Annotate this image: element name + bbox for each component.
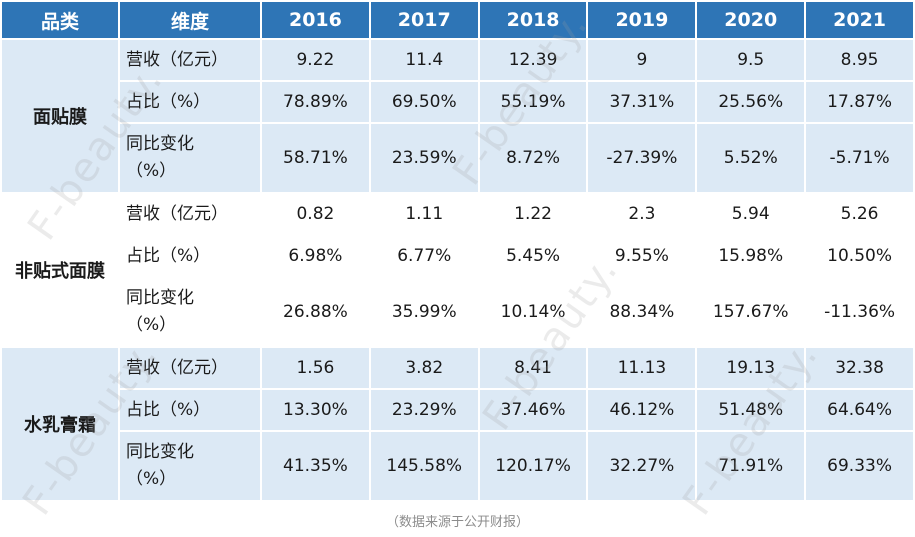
- value-cell: 23.59%: [368, 122, 480, 194]
- value-cell: 58.71%: [260, 122, 371, 194]
- value-cell: 3.82: [368, 346, 480, 390]
- value-cell: 145.58%: [368, 430, 480, 502]
- value-cell: 15.98%: [695, 234, 807, 278]
- value-cell: 37.31%: [586, 80, 698, 124]
- value-cell: 37.46%: [477, 388, 589, 432]
- header-cell-2016: 2016: [260, 0, 371, 40]
- value-cell: 51.48%: [695, 388, 807, 432]
- value-cell: 71.91%: [695, 430, 807, 502]
- table-row: 面贴膜 营收（亿元） 9.22 11.4 12.39 9 9.5 8.95: [0, 38, 915, 194]
- value-cell: 5.52%: [695, 122, 807, 194]
- dimension-cell: 同比变化 （%）: [118, 276, 262, 348]
- value-cell: 25.56%: [695, 80, 807, 124]
- value-cell: 9.5: [695, 38, 807, 82]
- header-cell-category: 品类: [0, 0, 120, 40]
- value-cell: 10.14%: [477, 276, 589, 348]
- value-cell: 6.98%: [260, 234, 371, 278]
- header-cell-2018: 2018: [477, 0, 589, 40]
- value-cell: -27.39%: [586, 122, 698, 194]
- value-cell: -5.71%: [804, 122, 915, 194]
- category-cell: 非贴式面膜: [0, 192, 120, 348]
- value-cell: 17.87%: [804, 80, 915, 124]
- value-cell: 11.13: [586, 346, 698, 390]
- data-source-note: （数据来源于公开财报）: [385, 515, 529, 530]
- dimension-cell: 占比（%）: [118, 234, 262, 278]
- table-row: 同比变化 （%） 41.35% 145.58% 120.17% 32.27% 71.91%…: [1, 430, 915, 502]
- value-cell: 46.12%: [586, 388, 698, 432]
- value-cell: 32.27%: [586, 430, 698, 502]
- value-cell: 78.89%: [260, 80, 371, 124]
- value-cell: 8.41: [477, 346, 589, 390]
- value-cell: 6.77%: [368, 234, 480, 278]
- dimension-cell: 占比（%）: [118, 388, 262, 432]
- dimension-cell: 营收（亿元）: [118, 38, 262, 82]
- table-row: 占比（%） 6.98% 6.77% 5.45% 9.55% 15.98% 10.50%: [1, 234, 915, 278]
- table-row: 非贴式面膜 营收（亿元） 0.82 1.11 1.22 2.3 5.94 5.26: [0, 192, 915, 348]
- category-cell: 水乳膏霜: [0, 346, 120, 502]
- value-cell: 35.99%: [368, 276, 480, 348]
- value-cell: 0.82: [260, 192, 371, 236]
- value-cell: 5.45%: [477, 234, 589, 278]
- value-cell: 69.50%: [368, 80, 480, 124]
- value-cell: 32.38: [804, 346, 915, 390]
- value-cell: 8.95: [804, 38, 915, 82]
- value-cell: 5.26: [804, 192, 915, 236]
- value-cell: 13.30%: [260, 388, 371, 432]
- dimension-cell: 营收（亿元）: [118, 192, 262, 236]
- value-cell: 55.19%: [477, 80, 589, 124]
- table-body: 面贴膜 营收（亿元） 9.22 11.4 12.39 9 9.5 8.95 占比（%） 78.89…: [0, 38, 915, 502]
- value-cell: 1.22: [477, 192, 589, 236]
- value-cell: 8.72%: [477, 122, 589, 194]
- dimension-cell: 营收（亿元）: [118, 346, 262, 390]
- header-cell-dimension: 维度: [118, 0, 262, 40]
- dimension-cell: 同比变化 （%）: [118, 430, 262, 502]
- value-cell: 26.88%: [260, 276, 371, 348]
- table-row: 水乳膏霜 营收（亿元） 1.56 3.82 8.41 11.13 19.13 32.38: [0, 346, 915, 502]
- product-revenue-table: 品类 维度 2016 2017 2018 2019 2020 2021 面贴膜 营收（亿元） 9.…: [0, 0, 915, 502]
- value-cell: 12.39: [477, 38, 589, 82]
- value-cell: 10.50%: [804, 234, 915, 278]
- value-cell: 5.94: [695, 192, 807, 236]
- dimension-cell: 占比（%）: [118, 80, 262, 124]
- value-cell: 11.4: [368, 38, 480, 82]
- value-cell: 69.33%: [804, 430, 915, 502]
- value-cell: 88.34%: [586, 276, 698, 348]
- table-row: 占比（%） 78.89% 69.50% 55.19% 37.31% 25.56% 17.87…: [1, 80, 915, 124]
- value-cell: 1.56: [260, 346, 371, 390]
- header-cell-2020: 2020: [695, 0, 807, 40]
- table-header-row: 品类 维度 2016 2017 2018 2019 2020 2021: [0, 0, 915, 40]
- value-cell: 9: [586, 38, 698, 82]
- value-cell: 157.67%: [695, 276, 807, 348]
- dimension-cell: 同比变化 （%）: [118, 122, 262, 194]
- value-cell: -11.36%: [804, 276, 915, 348]
- value-cell: 19.13: [695, 346, 807, 390]
- value-cell: 9.55%: [586, 234, 698, 278]
- value-cell: 23.29%: [368, 388, 480, 432]
- value-cell: 64.64%: [804, 388, 915, 432]
- header-cell-2019: 2019: [586, 0, 698, 40]
- value-cell: 1.11: [368, 192, 480, 236]
- value-cell: 2.3: [586, 192, 698, 236]
- category-cell: 面贴膜: [0, 38, 120, 194]
- table-row: 同比变化 （%） 58.71% 23.59% 8.72% -27.39% 5.52% -5.…: [1, 122, 915, 194]
- header-cell-2021: 2021: [804, 0, 915, 40]
- table-row: 同比变化 （%） 26.88% 35.99% 10.14% 88.34% 157.67% -…: [1, 276, 915, 348]
- value-cell: 41.35%: [260, 430, 371, 502]
- header-cell-2017: 2017: [368, 0, 480, 40]
- value-cell: 9.22: [260, 38, 371, 82]
- table-row: 占比（%） 13.30% 23.29% 37.46% 46.12% 51.48% 64.64…: [1, 388, 915, 432]
- value-cell: 120.17%: [477, 430, 589, 502]
